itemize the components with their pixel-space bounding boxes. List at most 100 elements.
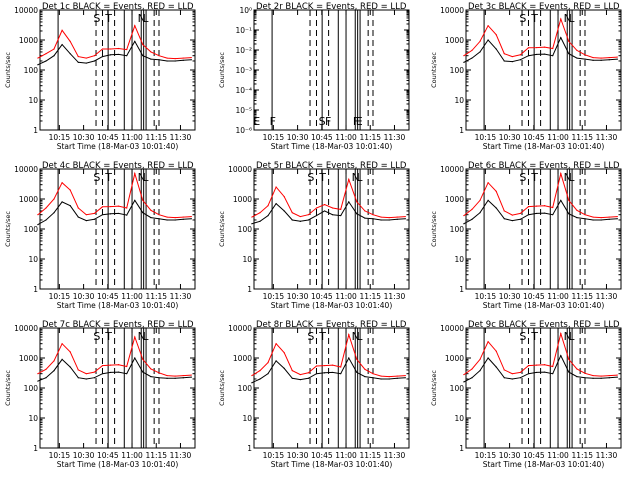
data-point xyxy=(600,219,602,221)
y-tick-label: 10 xyxy=(454,414,464,423)
data-point xyxy=(388,378,390,380)
data-point xyxy=(53,360,55,362)
data-point xyxy=(275,203,277,205)
data-point xyxy=(495,207,497,209)
series-lld-line xyxy=(37,171,192,219)
data-point xyxy=(190,374,192,376)
data-point xyxy=(348,178,350,181)
series-events-line xyxy=(463,354,618,383)
plot-frame xyxy=(465,9,622,131)
data-point xyxy=(109,205,112,208)
data-point xyxy=(364,368,366,370)
x-tick-label: 10:15 xyxy=(49,133,71,142)
data-point xyxy=(519,59,522,61)
data-point xyxy=(471,49,473,52)
y-tick-label: 10 xyxy=(454,255,464,264)
y-tick-label: 10⁻⁶ xyxy=(235,126,252,135)
marker-letter: S xyxy=(519,12,526,25)
data-point xyxy=(527,214,530,216)
data-point xyxy=(315,214,318,217)
series-events-line xyxy=(463,199,618,225)
data-point xyxy=(307,214,310,216)
data-point xyxy=(364,375,366,378)
data-point xyxy=(519,54,522,56)
data-point xyxy=(118,364,120,366)
data-point xyxy=(364,217,366,219)
data-point xyxy=(109,364,112,366)
data-point xyxy=(77,207,79,209)
y-tick-label: 10 xyxy=(28,414,38,423)
data-point xyxy=(37,224,39,226)
data-point xyxy=(487,182,489,184)
data-point xyxy=(592,374,594,377)
data-point xyxy=(372,373,374,375)
series-lld-line xyxy=(463,331,618,377)
data-point xyxy=(527,55,530,57)
data-point xyxy=(511,378,513,380)
y-tick-label: 1000 xyxy=(233,354,252,363)
data-point xyxy=(45,60,47,62)
data-point xyxy=(396,216,398,218)
plot-frame xyxy=(39,327,196,449)
data-point xyxy=(592,56,594,59)
x-tick-label: 10:30 xyxy=(73,451,95,460)
data-point xyxy=(174,219,176,221)
data-point xyxy=(61,201,63,203)
plot-frame xyxy=(465,327,622,449)
marker-letter: N xyxy=(138,330,146,343)
data-point xyxy=(503,377,505,379)
data-point xyxy=(372,214,374,216)
data-point xyxy=(142,199,144,201)
data-point xyxy=(150,58,152,60)
y-tick-label: 1 xyxy=(33,444,38,453)
data-point xyxy=(560,18,562,20)
data-point xyxy=(463,381,465,383)
x-tick-label: 10:30 xyxy=(287,292,309,301)
data-point xyxy=(251,223,253,225)
data-point xyxy=(101,55,104,58)
y-tick-label: 1 xyxy=(33,285,38,294)
y-tick-label: 1 xyxy=(33,126,38,135)
data-point xyxy=(307,219,310,221)
x-tick-label: 10:30 xyxy=(73,133,95,142)
data-point xyxy=(182,218,184,220)
data-point xyxy=(340,214,342,217)
data-point xyxy=(568,358,570,360)
data-point xyxy=(85,57,87,59)
x-tick-label: 10:15 xyxy=(475,133,497,142)
data-point xyxy=(299,373,301,376)
data-point xyxy=(291,212,293,214)
data-point xyxy=(77,216,79,218)
data-point xyxy=(53,370,55,372)
data-point xyxy=(323,210,326,212)
y-tick-label: 100 xyxy=(450,225,465,234)
data-point xyxy=(37,380,39,382)
data-point xyxy=(527,205,530,208)
data-point xyxy=(259,220,261,222)
data-point xyxy=(535,371,538,374)
marker-letter: S xyxy=(93,171,100,184)
data-point xyxy=(307,377,310,379)
data-point xyxy=(267,214,269,217)
y-axis-label: Counts/sec xyxy=(430,52,438,88)
data-point xyxy=(616,376,618,378)
data-point xyxy=(576,368,578,370)
data-point xyxy=(259,370,261,372)
data-point xyxy=(495,48,497,50)
data-point xyxy=(608,377,610,379)
y-tick-label: 100 xyxy=(450,384,465,393)
x-tick-label: 11:30 xyxy=(170,451,192,460)
x-tick-label: 11:15 xyxy=(571,292,593,301)
data-point xyxy=(560,37,562,39)
data-point xyxy=(93,377,96,379)
data-point xyxy=(527,47,530,49)
y-tick-label: 10000 xyxy=(440,324,464,333)
data-point xyxy=(158,218,160,220)
data-point xyxy=(332,207,334,209)
x-tick-label: 11:30 xyxy=(384,133,406,142)
data-point xyxy=(479,40,481,42)
y-tick-label: 1 xyxy=(459,285,464,294)
marker-letter: N xyxy=(352,171,360,184)
data-point xyxy=(53,198,55,200)
data-point xyxy=(291,377,293,379)
